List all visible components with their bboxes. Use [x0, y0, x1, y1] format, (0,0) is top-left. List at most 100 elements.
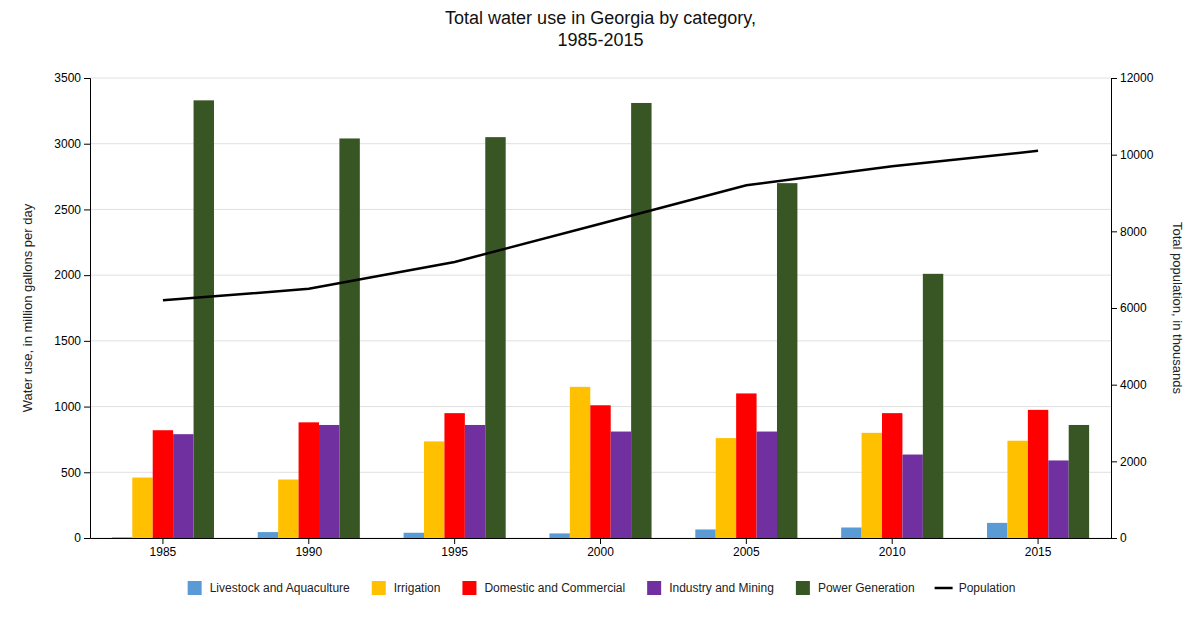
chart: 1985199019952000200520102015050010001500… — [0, 0, 1201, 638]
y-tick-label: 1000 — [54, 400, 81, 414]
y-tick-mark — [84, 144, 90, 145]
y2-tick-label: 8000 — [1120, 225, 1147, 239]
legend-item: Power Generation — [796, 581, 915, 595]
x-tick-mark — [892, 538, 893, 544]
bar — [631, 103, 651, 538]
legend-label: Industry and Mining — [669, 581, 774, 595]
legend-swatch — [935, 587, 953, 590]
x-tick-label: 1985 — [150, 545, 177, 559]
legend-item: Industry and Mining — [647, 581, 774, 595]
axis-line — [1112, 79, 1118, 539]
bar — [339, 138, 359, 538]
bar — [757, 432, 777, 538]
legend-label: Livestock and Aquaculture — [210, 581, 350, 595]
legend-item: Population — [935, 581, 1016, 595]
y2-tick-mark — [1111, 538, 1117, 539]
bar — [132, 478, 152, 538]
legend-swatch — [796, 581, 810, 595]
y-tick-label: 2000 — [54, 268, 81, 282]
y2-axis: 0 2000 4000 6000 8000 10000 12000 — [1111, 71, 1154, 545]
x-tick: 2010 — [879, 538, 906, 559]
bar — [278, 480, 298, 538]
y-tick: 2000 — [54, 268, 90, 282]
y-tick-mark — [84, 275, 90, 276]
bar — [777, 183, 797, 538]
bar-series — [194, 100, 1090, 538]
x-tick-mark — [162, 538, 163, 544]
bar — [923, 274, 943, 538]
y2-tick: 6000 — [1111, 301, 1147, 315]
x-tick-mark — [454, 538, 455, 544]
bar — [611, 432, 631, 538]
bar — [258, 532, 278, 538]
y-tick-mark — [84, 78, 90, 79]
y2-tick-mark — [1111, 231, 1117, 232]
line — [163, 151, 1038, 301]
y2-tick: 8000 — [1111, 225, 1147, 239]
bar — [987, 523, 1007, 538]
grid-line — [90, 209, 1111, 210]
x-tick: 2005 — [733, 538, 760, 559]
x-tick-mark — [746, 538, 747, 544]
y-tick-mark — [84, 341, 90, 342]
y-tick-mark — [84, 472, 90, 473]
legend-swatch — [188, 581, 202, 595]
bar — [882, 413, 902, 538]
x-tick-label: 2000 — [587, 545, 614, 559]
y-tick: 3500 — [54, 71, 90, 85]
grid-line — [90, 275, 1111, 276]
bar — [444, 413, 464, 538]
bar-series — [132, 387, 1028, 538]
y-tick: 2500 — [54, 203, 90, 217]
y2-tick-label: 2000 — [1120, 455, 1147, 469]
y2-tick-mark — [1111, 461, 1117, 462]
legend-label: Power Generation — [818, 581, 915, 595]
y2-tick-mark — [1111, 78, 1117, 79]
x-tick: 1985 — [150, 538, 177, 559]
x-tick: 2015 — [1025, 538, 1052, 559]
legend-label: Irrigation — [394, 581, 441, 595]
bar — [485, 137, 505, 538]
legend-swatch — [462, 581, 476, 595]
bar — [112, 537, 132, 538]
y-tick-label: 3500 — [54, 71, 81, 85]
y2-tick-label: 0 — [1120, 531, 1127, 545]
y-tick: 500 — [61, 466, 90, 480]
legend-label: Domestic and Commercial — [484, 581, 625, 595]
y2-tick-mark — [1111, 308, 1117, 309]
bar — [549, 533, 569, 538]
y-tick: 0 — [74, 531, 90, 545]
y-tick-mark — [84, 538, 90, 539]
x-tick: 1995 — [441, 538, 468, 559]
bar — [862, 433, 882, 538]
bar — [736, 393, 756, 538]
y2-tick: 4000 — [1111, 378, 1147, 392]
marks — [112, 100, 1089, 538]
bar-series — [153, 393, 1049, 538]
x-tick-label: 2015 — [1025, 545, 1052, 559]
y2-axis-title: Total population, in thousands — [1170, 222, 1185, 395]
bar — [1069, 425, 1089, 538]
y2-tick-label: 10000 — [1120, 148, 1154, 162]
y2-tick-label: 12000 — [1120, 71, 1154, 85]
bar — [173, 434, 193, 538]
title: Total water use in Georgia by category,1… — [445, 8, 756, 50]
y-tick-label: 0 — [74, 531, 81, 545]
y2-tick-mark — [1111, 385, 1117, 386]
bar — [404, 533, 424, 538]
y-tick-label: 500 — [61, 466, 81, 480]
bar — [424, 441, 444, 538]
y-tick-mark — [84, 407, 90, 408]
y2-tick: 0 — [1111, 531, 1127, 545]
y-axis: 0 500 1000 1500 2000 2500 3000 3500 — [54, 71, 90, 545]
bar — [1048, 460, 1068, 538]
bar — [465, 425, 485, 538]
x-axis: 1985199019952000200520102015 — [91, 538, 1112, 559]
y-tick-label: 1500 — [54, 334, 81, 348]
legend: Livestock and Aquaculture Irrigation Domes… — [188, 581, 1016, 595]
x-tick-mark — [308, 538, 309, 544]
y-tick: 3000 — [54, 137, 90, 151]
x-tick: 2000 — [587, 538, 614, 559]
legend-item: Irrigation — [372, 581, 441, 595]
legend-label: Population — [959, 581, 1016, 595]
